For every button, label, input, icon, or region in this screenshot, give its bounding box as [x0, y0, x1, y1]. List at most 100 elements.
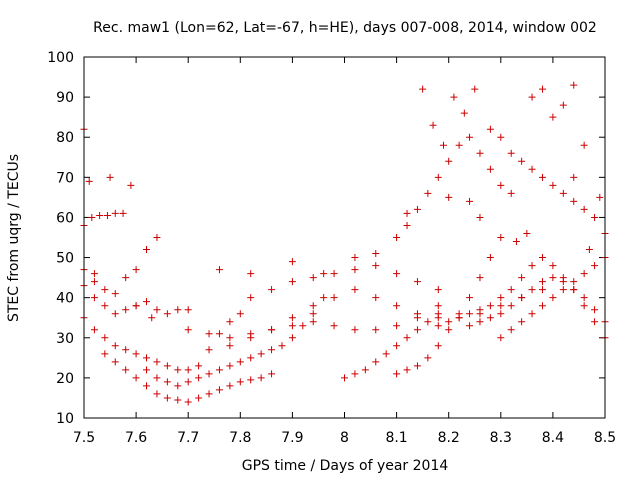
data-point [497, 234, 505, 241]
data-point [215, 266, 223, 274]
data-point [559, 278, 567, 286]
data-point [424, 354, 432, 362]
data-point [372, 326, 380, 334]
data-point [90, 270, 98, 278]
data-point [528, 310, 536, 318]
data-point [434, 322, 442, 330]
data-point [351, 266, 359, 274]
data-point [518, 318, 526, 326]
data-point [226, 382, 234, 390]
data-point [101, 302, 109, 310]
data-point [288, 278, 296, 286]
data-point [419, 85, 427, 93]
data-point [580, 141, 588, 149]
data-point [132, 374, 140, 382]
data-point [512, 238, 520, 246]
data-point [549, 113, 557, 121]
x-tick-label: 7.9 [281, 430, 303, 446]
data-point [507, 149, 515, 157]
series-group [341, 310, 442, 382]
y-tick-label: 30 [56, 331, 74, 347]
y-tick-label: 20 [56, 371, 74, 387]
data-point [434, 342, 442, 350]
data-point [460, 109, 468, 117]
data-point [466, 322, 474, 330]
data-point [309, 274, 317, 282]
data-point [101, 286, 109, 294]
data-point [143, 246, 151, 254]
data-point [549, 274, 557, 282]
data-point [205, 330, 213, 338]
series-group [419, 85, 479, 149]
data-point [247, 334, 255, 342]
series-group [80, 282, 192, 318]
data-point [351, 254, 359, 262]
data-point [434, 173, 442, 181]
data-point [122, 274, 130, 282]
data-point [580, 205, 588, 213]
data-point [96, 211, 104, 219]
series-group [80, 310, 244, 374]
data-point [111, 209, 119, 217]
data-point [90, 278, 98, 286]
data-point [445, 157, 453, 165]
data-point [143, 298, 151, 306]
data-point [88, 213, 96, 221]
data-point [215, 366, 223, 374]
data-point [372, 358, 380, 366]
data-point [538, 254, 546, 262]
data-point [341, 374, 348, 382]
data-point [523, 229, 531, 237]
data-point [580, 270, 588, 278]
data-point [351, 326, 359, 334]
data-point [153, 306, 161, 314]
data-point [497, 133, 505, 141]
data-point [445, 326, 453, 334]
data-point [226, 318, 234, 326]
series-group [80, 181, 135, 229]
series-group [393, 133, 515, 241]
data-point [132, 302, 140, 310]
data-point [497, 181, 505, 189]
data-point [445, 193, 453, 201]
data-point [85, 177, 93, 185]
data-point [247, 294, 255, 302]
series-group [226, 286, 546, 350]
x-tick-label: 8.5 [594, 430, 616, 446]
data-point [528, 93, 536, 101]
data-point [476, 149, 484, 157]
x-tick-label: 8.4 [542, 430, 564, 446]
data-point [497, 302, 505, 310]
data-point [148, 314, 156, 322]
data-point [163, 394, 171, 402]
data-point [538, 173, 546, 181]
data-point [195, 362, 203, 370]
data-point [538, 85, 546, 93]
data-point [132, 266, 140, 274]
series-group [393, 234, 505, 378]
y-tick-label: 60 [56, 210, 74, 226]
data-point [236, 358, 244, 366]
data-point [236, 378, 244, 386]
data-point [486, 302, 494, 310]
data-point [247, 354, 255, 362]
data-point [549, 181, 557, 189]
y-tick-label: 90 [56, 90, 74, 106]
data-point [174, 306, 182, 314]
data-point [153, 374, 161, 382]
data-point [471, 85, 479, 93]
x-tick-label: 7.7 [177, 430, 199, 446]
data-point [507, 326, 515, 334]
data-point [127, 181, 135, 189]
data-point [372, 250, 380, 258]
series-group [80, 234, 161, 298]
data-point [351, 370, 359, 378]
data-point [596, 193, 604, 201]
y-tick-label: 80 [56, 130, 74, 146]
data-point [361, 366, 369, 374]
data-point [111, 290, 119, 298]
series-group [486, 125, 609, 237]
series-group [101, 350, 276, 406]
data-point [257, 374, 265, 382]
data-point [413, 278, 421, 286]
